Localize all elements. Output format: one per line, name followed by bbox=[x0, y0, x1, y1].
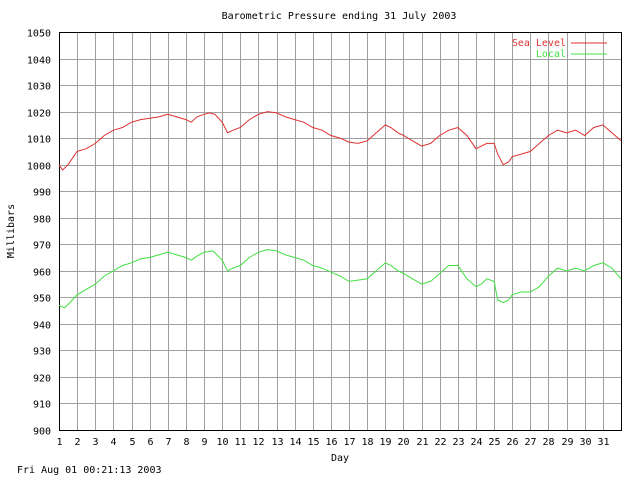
y-tick-label: 960 bbox=[33, 268, 51, 279]
y-tick-label: 1040 bbox=[27, 56, 51, 67]
y-tick-label: 1050 bbox=[27, 29, 51, 40]
chart-title: Barometric Pressure ending 31 July 2003 bbox=[222, 11, 457, 22]
series-lines bbox=[58, 111, 622, 309]
x-tick-label: 18 bbox=[361, 437, 373, 448]
x-tick-label: 6 bbox=[147, 437, 153, 448]
y-tick-label: 1010 bbox=[27, 135, 51, 146]
plot-frame bbox=[59, 32, 622, 431]
footer-timestamp: Fri Aug 01 00:21:13 2003 bbox=[17, 465, 162, 476]
x-tick-labels: 1 2 3 4 5 6 7 8 9 10 11 12 13 14 15 16 17 18 19 20 21 22 23 24 2… bbox=[56, 437, 609, 448]
y-tick-label: 950 bbox=[33, 294, 51, 305]
x-tick-label: 11 bbox=[234, 437, 246, 448]
y-tick-label: 970 bbox=[33, 241, 51, 252]
x-tick-label: 22 bbox=[434, 437, 446, 448]
x-tick-label: 14 bbox=[289, 437, 301, 448]
x-tick-label: 8 bbox=[183, 437, 189, 448]
x-tick-label: 30 bbox=[579, 437, 591, 448]
y-axis-label: Millibars bbox=[6, 204, 17, 258]
x-tick-label: 13 bbox=[271, 437, 283, 448]
x-tick-label: 26 bbox=[506, 437, 518, 448]
x-tick-label: 2 bbox=[74, 437, 80, 448]
y-tick-label: 1030 bbox=[27, 82, 51, 93]
x-tick-label: 4 bbox=[110, 437, 116, 448]
x-tick-label: 12 bbox=[252, 437, 264, 448]
y-tick-label: 990 bbox=[33, 188, 51, 199]
x-tick-label: 20 bbox=[397, 437, 409, 448]
x-tick-label: 15 bbox=[307, 437, 319, 448]
x-tick-label: 21 bbox=[416, 437, 428, 448]
x-tick-label: 1 bbox=[56, 437, 62, 448]
y-tick-label: 940 bbox=[33, 321, 51, 332]
x-tick-label: 24 bbox=[470, 437, 482, 448]
y-tick-label: 1000 bbox=[27, 162, 51, 173]
y-tick-labels: 900 910 920 930 940 950 960 970 980 990 1000 1010 10… bbox=[27, 29, 51, 438]
x-tick-label: 31 bbox=[597, 437, 609, 448]
y-tick-label: 900 bbox=[33, 427, 51, 438]
y-tick-label: 920 bbox=[33, 374, 51, 385]
x-tick-label: 16 bbox=[325, 437, 337, 448]
x-tick-label: 25 bbox=[488, 437, 500, 448]
y-tick-label: 980 bbox=[33, 215, 51, 226]
series-line-local bbox=[58, 249, 622, 309]
x-tick-label: 9 bbox=[201, 437, 207, 448]
x-axis-label: Day bbox=[331, 453, 349, 464]
x-tick-label: 27 bbox=[524, 437, 536, 448]
x-tick-label: 28 bbox=[542, 437, 554, 448]
x-tick-label: 7 bbox=[165, 437, 171, 448]
x-tick-label: 29 bbox=[561, 437, 573, 448]
x-tick-label: 5 bbox=[129, 437, 135, 448]
legend-label: Sea Level bbox=[512, 38, 566, 49]
y-tick-label: 910 bbox=[33, 400, 51, 411]
grid-lines bbox=[59, 32, 621, 431]
x-tick-label: 3 bbox=[92, 437, 98, 448]
legend-label: Local bbox=[536, 49, 566, 60]
x-tick-label: 17 bbox=[343, 437, 355, 448]
series-line-sea-level bbox=[58, 111, 622, 171]
x-tick-label: 19 bbox=[379, 437, 391, 448]
y-tick-label: 1020 bbox=[27, 109, 51, 120]
x-tick-label: 23 bbox=[452, 437, 464, 448]
x-tick-label: 10 bbox=[216, 437, 228, 448]
y-tick-label: 930 bbox=[33, 347, 51, 358]
